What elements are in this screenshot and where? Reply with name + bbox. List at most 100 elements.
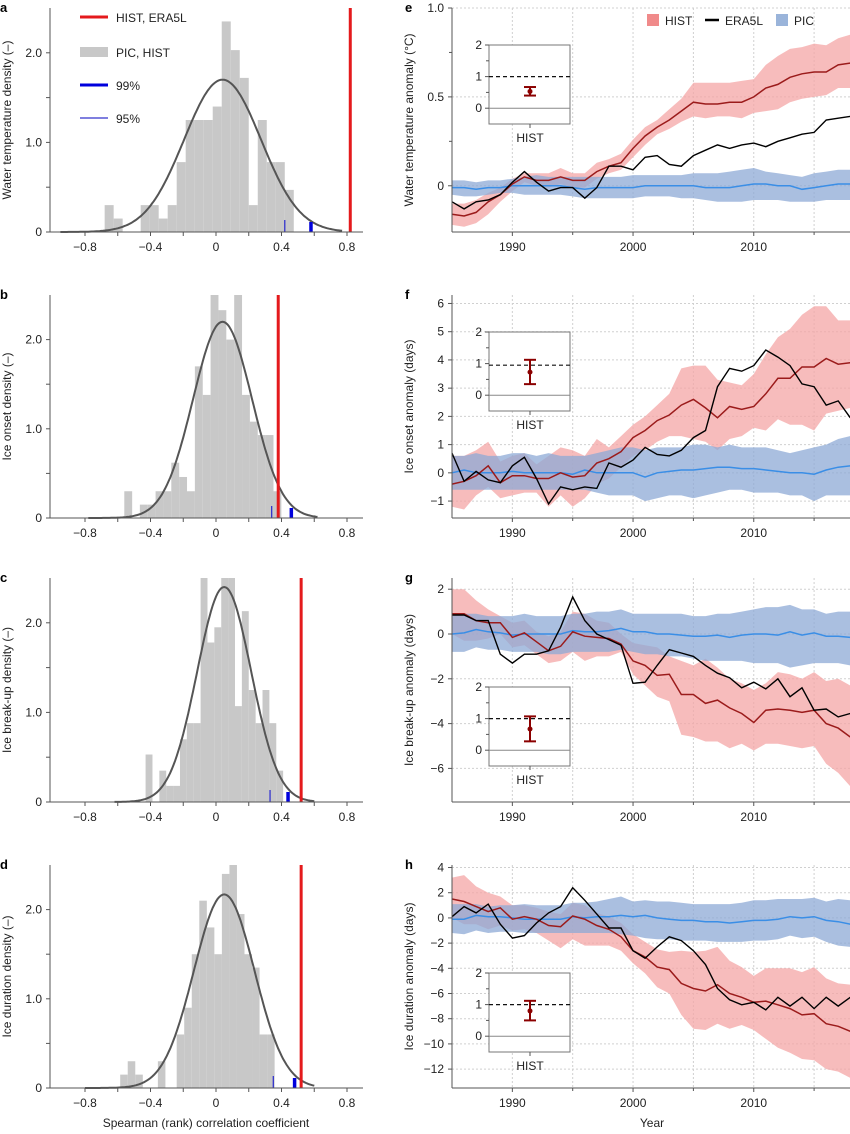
y-tick-label: 2 xyxy=(437,409,444,423)
histogram-bin xyxy=(259,1034,268,1088)
x-tick-label: 1990 xyxy=(499,810,526,824)
histogram-bin xyxy=(171,462,180,518)
y-axis-label: Water temperature density (–) xyxy=(0,41,14,200)
histogram-bin xyxy=(163,491,172,518)
inset-y-tick-label: 0 xyxy=(475,1029,482,1043)
histogram-bin xyxy=(210,295,219,518)
y-axis-label: Ice duration anomaly (days) xyxy=(402,902,416,1050)
histogram-bin xyxy=(167,205,177,232)
histogram-bin xyxy=(248,690,256,802)
y-tick-label: 0.5 xyxy=(427,90,444,104)
panel-d: d 0 1.0 2.0 −0.8 −0.4 0 0.4 0.8 Ice duration dens… xyxy=(0,857,363,1110)
histogram-bin xyxy=(234,295,243,518)
x-tick-label: −0.4 xyxy=(139,1096,163,1110)
y-axis-label: Ice onset anomaly (days) xyxy=(402,339,416,473)
panel-label: g xyxy=(405,570,413,585)
legend-label: PIC xyxy=(794,14,814,28)
era5l-line xyxy=(451,115,850,210)
histogram-bin xyxy=(269,723,277,802)
legend-label: PIC, HIST xyxy=(116,46,171,60)
hist-mean-line xyxy=(451,62,850,217)
y-tick-label: 2 xyxy=(437,582,444,596)
histogram-bin xyxy=(236,914,245,1088)
inset-point xyxy=(527,369,533,375)
histogram-bin xyxy=(221,873,230,1088)
y-axis-label: Ice duration density (–) xyxy=(0,915,14,1037)
inset-scaling-factor: 0 1 2 HIST xyxy=(475,966,571,1073)
panel-label: h xyxy=(405,857,413,872)
y-tick-label: 4 xyxy=(437,353,444,367)
legend-item: PIC, HIST xyxy=(80,46,171,60)
inset-y-tick-label: 2 xyxy=(475,680,482,694)
inset-y-tick-label: 1 xyxy=(475,998,482,1012)
y-tick-label: −10 xyxy=(424,1037,445,1051)
panel-h: h −12 −10 −8 −6 −4 −2 0 2 4 1990 2000 2010 Ice durati… xyxy=(402,857,850,1110)
inset-x-label: HIST xyxy=(516,1059,544,1073)
histogram-bin xyxy=(202,394,211,518)
histogram-bin xyxy=(275,162,285,232)
inset-x-label: HIST xyxy=(516,418,544,432)
pic-uncertainty-band xyxy=(452,896,850,947)
normal-fit-curve xyxy=(85,893,315,1089)
y-tick-label: 2 xyxy=(437,886,444,900)
histogram-bin xyxy=(248,205,258,232)
panel-a: a 0 1.0 2.0 −0.8 −0.4 0 0.4 0.8 Water temperature… xyxy=(0,0,363,254)
y-tick-label: 1 xyxy=(437,438,444,452)
histogram-bin xyxy=(145,754,153,802)
hist-mean-line xyxy=(452,613,850,738)
inset-point xyxy=(527,88,533,94)
x-tick-label: 0.8 xyxy=(339,240,356,254)
y-tick-label: −2 xyxy=(430,936,444,950)
histogram-bin xyxy=(252,967,260,1088)
pic-uncertainty-band xyxy=(452,168,850,202)
y-tick-label: 1.0 xyxy=(25,422,42,436)
histogram-bin xyxy=(241,611,249,802)
histogram-bin xyxy=(185,120,195,232)
histogram-bin xyxy=(234,706,242,802)
inset-x-label: HIST xyxy=(516,773,544,787)
x-tick-label: 0 xyxy=(213,810,220,824)
x-tick-label: −0.4 xyxy=(139,240,163,254)
y-tick-label: 0 xyxy=(437,466,444,480)
histogram-bin xyxy=(239,77,249,232)
histogram-bin xyxy=(206,927,215,1088)
x-tick-label: −0.8 xyxy=(73,1096,97,1110)
histogram-bin xyxy=(207,642,215,802)
pic-uncertainty-band xyxy=(452,604,850,668)
x-tick-label: 0.4 xyxy=(273,1096,290,1110)
histogram-bin xyxy=(139,504,148,518)
legend-swatch xyxy=(80,47,108,57)
histogram-bin xyxy=(214,954,222,1088)
y-tick-label: −8 xyxy=(430,1012,444,1026)
legend-label: 99% xyxy=(116,79,140,93)
inset-x-label: HIST xyxy=(516,131,544,145)
histogram-bin xyxy=(179,739,187,802)
hist-mean-line xyxy=(451,898,850,1032)
x-tick-label: 1990 xyxy=(499,1096,526,1110)
x-tick-label: 0.4 xyxy=(273,526,290,540)
inset-y-tick-label: 1 xyxy=(475,357,482,371)
histogram-bin xyxy=(200,578,208,802)
histogram-bin xyxy=(212,106,222,232)
x-tick-label: 2010 xyxy=(740,1096,767,1110)
era5l-line xyxy=(451,349,850,506)
histogram-bin xyxy=(214,627,222,802)
histogram-bin xyxy=(187,491,195,518)
histogram-bin xyxy=(184,1007,192,1088)
y-axis-label: Ice break-up density (–) xyxy=(0,627,14,753)
legend-label: 95% xyxy=(116,112,140,126)
histogram-bin xyxy=(194,120,204,232)
x-tick-label: 2010 xyxy=(740,240,767,254)
legend-label: ERA5L xyxy=(725,14,763,28)
y-tick-label: 6 xyxy=(437,296,444,310)
x-tick-label: 2000 xyxy=(620,1096,647,1110)
pic-uncertainty-band xyxy=(452,436,850,502)
hist-mean-line xyxy=(451,357,850,485)
inset-y-tick-label: 1 xyxy=(475,70,482,84)
y-tick-label: −6 xyxy=(430,761,444,775)
x-tick-label: 2010 xyxy=(740,810,767,824)
histogram-bin xyxy=(193,723,201,802)
histogram-bin xyxy=(140,205,150,232)
histogram-bin xyxy=(230,50,240,232)
legend-item: 99% xyxy=(80,79,140,93)
